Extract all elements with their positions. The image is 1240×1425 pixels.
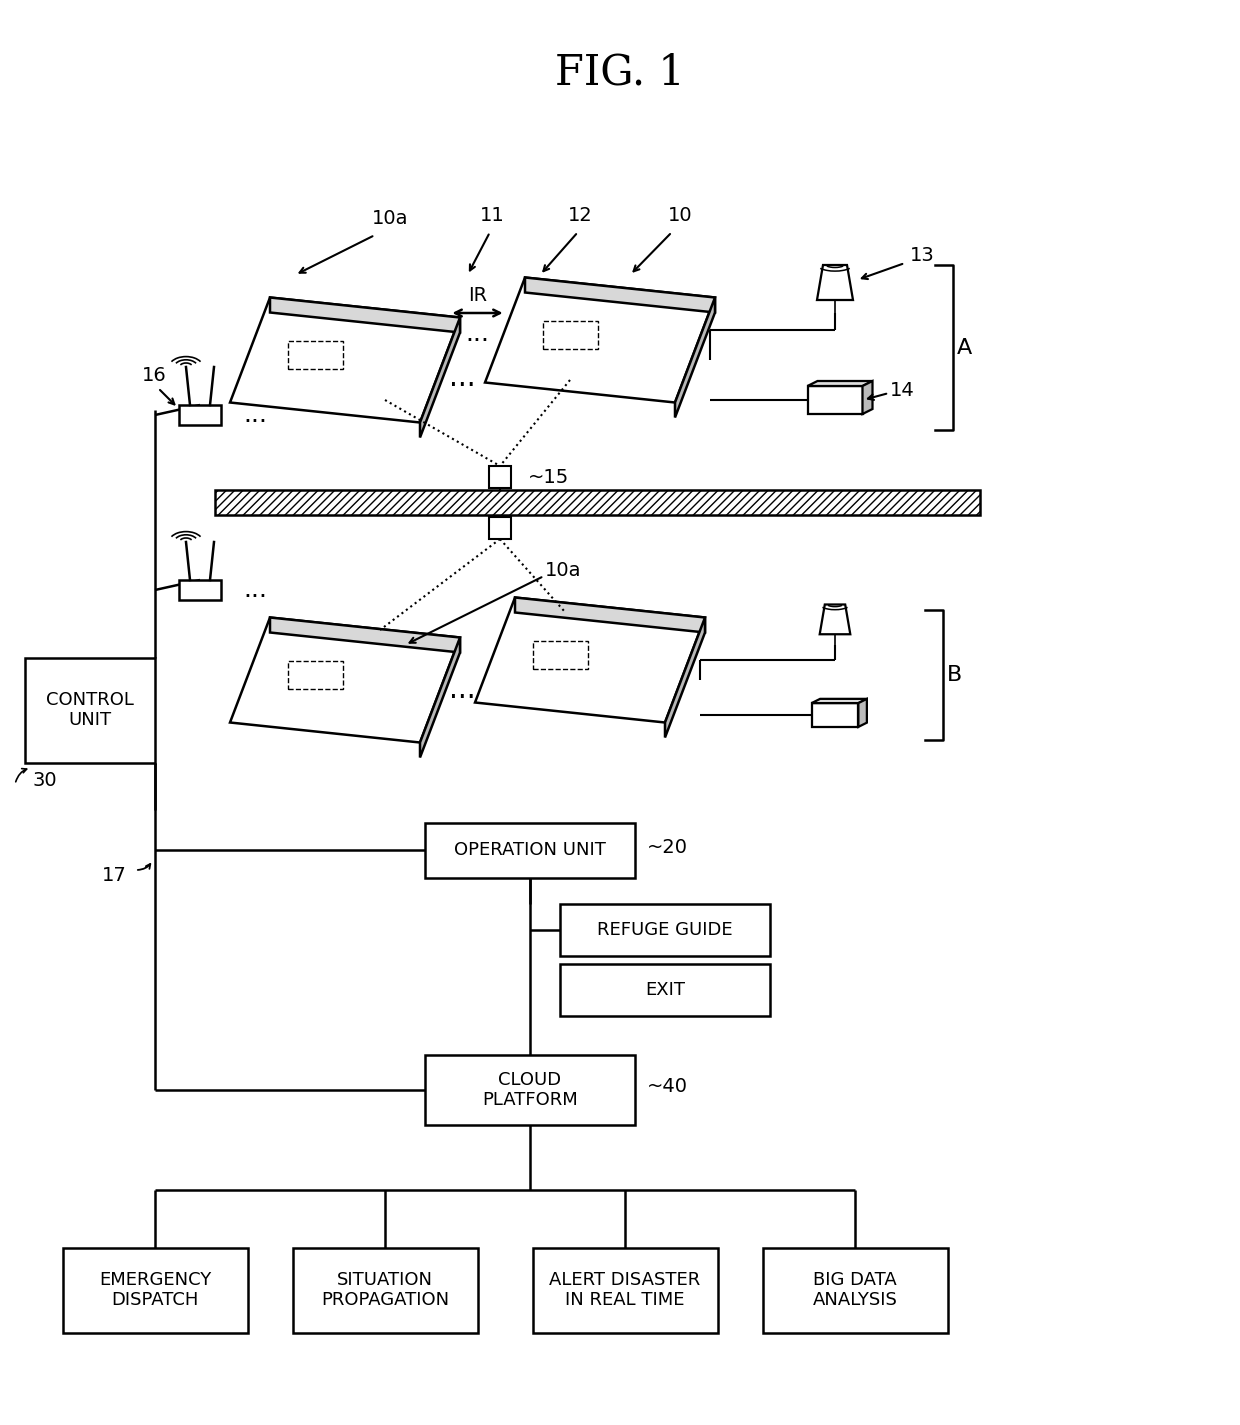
- Text: FIG. 1: FIG. 1: [556, 51, 684, 93]
- Bar: [425, 822, 635, 878]
- Text: 11: 11: [480, 205, 505, 225]
- Text: A: A: [957, 338, 972, 358]
- Text: CONTROL
UNIT: CONTROL UNIT: [46, 691, 134, 730]
- Polygon shape: [817, 265, 853, 301]
- Polygon shape: [515, 597, 706, 633]
- Text: ...: ...: [449, 675, 476, 704]
- Text: ...: ...: [243, 579, 267, 601]
- Polygon shape: [525, 278, 715, 312]
- Bar: [489, 517, 511, 539]
- Text: 17: 17: [102, 865, 126, 885]
- Text: B: B: [947, 665, 962, 685]
- Text: ...: ...: [449, 363, 476, 392]
- Polygon shape: [475, 597, 706, 722]
- Polygon shape: [812, 698, 867, 703]
- Text: 12: 12: [568, 205, 593, 225]
- Bar: [560, 963, 770, 1016]
- Bar: [560, 903, 770, 956]
- Text: OPERATION UNIT: OPERATION UNIT: [454, 841, 606, 859]
- Text: 10a: 10a: [372, 208, 408, 228]
- Bar: [25, 657, 155, 762]
- Text: ~40: ~40: [647, 1077, 688, 1096]
- Polygon shape: [675, 298, 715, 418]
- Bar: [425, 1054, 635, 1124]
- Bar: [288, 661, 342, 690]
- Bar: [215, 490, 980, 514]
- Text: 10a: 10a: [546, 560, 582, 580]
- Text: 13: 13: [910, 245, 935, 265]
- Polygon shape: [420, 318, 460, 437]
- Bar: [288, 341, 342, 369]
- Text: SITUATION
PROPAGATION: SITUATION PROPAGATION: [321, 1271, 449, 1310]
- Text: 16: 16: [143, 365, 166, 385]
- Polygon shape: [485, 278, 715, 402]
- Polygon shape: [270, 298, 460, 332]
- Bar: [763, 1247, 947, 1332]
- Text: 10: 10: [667, 205, 692, 225]
- Polygon shape: [665, 617, 706, 738]
- Polygon shape: [229, 298, 460, 422]
- Text: EMERGENCY
DISPATCH: EMERGENCY DISPATCH: [99, 1271, 211, 1310]
- Text: IR: IR: [467, 285, 487, 305]
- Bar: [543, 321, 598, 349]
- Polygon shape: [270, 617, 460, 653]
- Bar: [179, 580, 221, 600]
- Polygon shape: [807, 380, 873, 386]
- Text: 30: 30: [33, 771, 57, 789]
- Text: BIG DATA
ANALYSIS: BIG DATA ANALYSIS: [812, 1271, 898, 1310]
- Bar: [812, 703, 858, 727]
- Text: REFUGE GUIDE: REFUGE GUIDE: [598, 921, 733, 939]
- Text: 14: 14: [890, 380, 915, 399]
- Text: ~15: ~15: [528, 467, 569, 486]
- Text: ...: ...: [465, 322, 490, 346]
- Bar: [532, 641, 588, 668]
- Polygon shape: [420, 637, 460, 758]
- Bar: [807, 386, 863, 415]
- Text: ~20: ~20: [647, 838, 688, 856]
- Text: CLOUD
PLATFORM: CLOUD PLATFORM: [482, 1070, 578, 1110]
- Polygon shape: [858, 698, 867, 727]
- Polygon shape: [229, 617, 460, 742]
- Bar: [532, 1247, 718, 1332]
- Bar: [62, 1247, 248, 1332]
- Bar: [179, 405, 221, 425]
- Text: ALERT DISASTER
IN REAL TIME: ALERT DISASTER IN REAL TIME: [549, 1271, 701, 1310]
- Polygon shape: [820, 604, 851, 634]
- Polygon shape: [863, 380, 873, 415]
- Bar: [293, 1247, 477, 1332]
- Text: EXIT: EXIT: [645, 980, 684, 999]
- Text: ...: ...: [243, 403, 267, 428]
- Bar: [489, 466, 511, 487]
